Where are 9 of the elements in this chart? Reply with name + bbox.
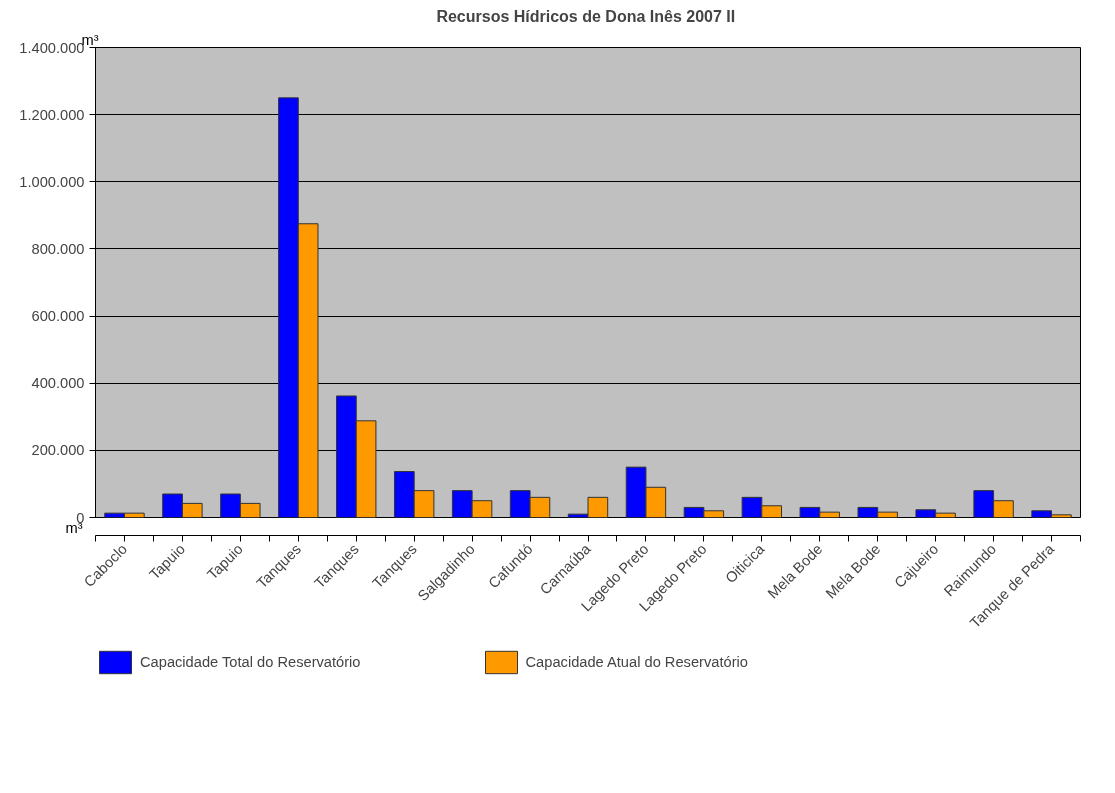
y-tick-label: 200.000 [31, 442, 85, 459]
y-tick-label: 400.000 [31, 375, 85, 392]
y-tick-label: 1.200.000 [19, 106, 85, 123]
legend-label: Capacidade Total do Reservatório [140, 653, 361, 670]
legend-label: Capacidade Atual do Reservatório [525, 653, 748, 670]
chart-title: Recursos Hídricos de Dona Inês 2007 II [436, 7, 736, 25]
y-tick-label: 600.000 [31, 308, 85, 325]
y-tick-label: 800.000 [31, 240, 85, 257]
y-tick-label: 1.000.000 [19, 173, 85, 190]
